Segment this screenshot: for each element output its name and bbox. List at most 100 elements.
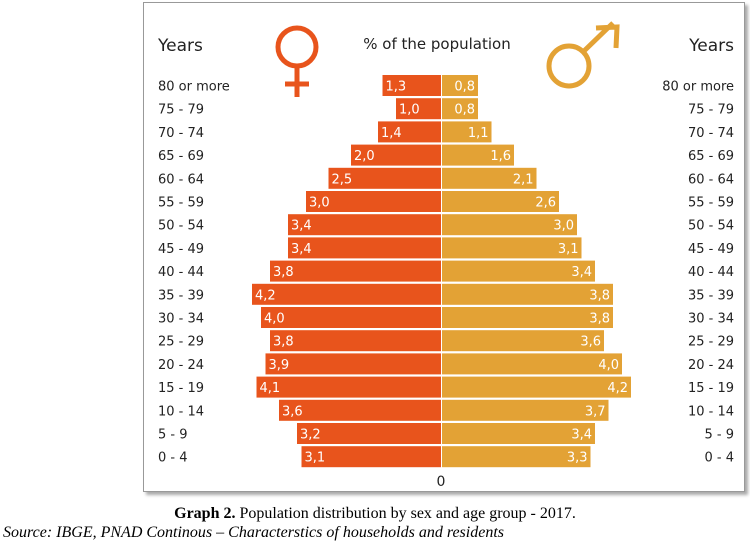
figure-caption: Graph 2. Population distribution by sex … [0,505,750,523]
header-years-right: Years [688,36,734,56]
chart-frame: Years % of the population Years 1,3 0,8 80… [143,2,745,492]
age-label-right-4: 60 - 64 [688,172,734,187]
female-value-label-3: 2,0 [354,149,375,164]
age-label-right-0: 80 or more [662,80,734,95]
male-value-label-8: 3,4 [571,265,592,280]
axis-zero-label: 0 [437,474,446,490]
age-label-right-5: 55 - 59 [688,196,734,211]
female-bar-3 [351,144,441,166]
age-label-right-9: 35 - 39 [688,288,734,303]
age-label-left-13: 15 - 19 [158,381,204,396]
male-bar-10 [442,307,613,328]
female-value-label-11: 3,8 [273,335,294,350]
male-value-label-5: 2,6 [535,196,556,211]
female-bar-6 [288,214,441,236]
age-label-right-3: 65 - 69 [688,149,734,164]
male-value-label-1: 0,8 [454,103,475,118]
male-value-label-16: 3,3 [567,451,588,466]
female-value-label-13: 4,1 [260,381,281,396]
male-bar-7 [442,237,582,259]
female-value-label-4: 2,5 [332,172,353,187]
age-label-left-11: 25 - 29 [158,335,204,350]
female-bar-9 [252,283,441,305]
female-value-label-7: 3,4 [291,242,312,257]
female-value-label-15: 3,2 [300,428,321,443]
age-label-right-10: 30 - 34 [688,312,734,327]
male-bar-4 [442,167,537,189]
age-label-left-4: 60 - 64 [158,172,204,187]
age-label-left-6: 50 - 54 [158,219,204,234]
age-label-left-0: 80 or more [158,80,230,95]
male-bar-5 [442,191,559,212]
age-label-right-12: 20 - 24 [688,358,734,373]
age-label-left-1: 75 - 79 [158,103,204,118]
female-bar-14 [279,399,441,421]
female-bar-15 [297,423,441,444]
male-bar-11 [442,330,604,352]
female-bar-4 [328,167,441,189]
male-bar-6 [442,214,577,236]
male-bar-14 [442,399,609,421]
female-value-label-5: 3,0 [309,196,330,211]
male-symbol-icon [546,21,620,89]
female-value-label-16: 3,1 [305,451,326,466]
male-value-label-10: 3,8 [589,312,610,327]
age-label-left-15: 5 - 9 [158,428,188,443]
female-value-label-10: 4,0 [264,312,285,327]
age-label-left-14: 10 - 14 [158,404,204,419]
female-bar-2 [378,121,441,143]
age-label-left-7: 45 - 49 [158,242,204,257]
male-value-label-3: 1,6 [490,149,511,164]
age-label-left-9: 35 - 39 [158,288,204,303]
female-value-label-8: 3,8 [273,265,294,280]
female-bar-0 [382,75,441,96]
female-symbol-icon [275,25,319,97]
age-label-right-2: 70 - 74 [688,126,734,141]
male-bar-15 [442,423,595,444]
male-value-label-12: 4,0 [598,358,619,373]
age-label-left-2: 70 - 74 [158,126,204,141]
caption-text: Population distribution by sex and age g… [235,505,576,522]
female-bar-13 [256,376,441,398]
female-value-label-6: 3,4 [291,219,312,234]
female-bar-12 [265,353,441,375]
male-bar-2 [442,121,492,143]
age-label-right-11: 25 - 29 [688,335,734,350]
source-note: Source: IBGE, PNAD Continous – Character… [3,524,504,541]
male-value-label-15: 3,4 [571,428,592,443]
male-value-label-14: 3,7 [585,404,606,419]
age-label-right-15: 5 - 9 [705,428,735,443]
female-bar-16 [301,446,441,468]
male-bar-12 [442,353,622,375]
female-value-label-1: 1,0 [399,103,420,118]
male-value-label-13: 4,2 [607,381,628,396]
age-label-right-16: 0 - 4 [705,451,735,466]
age-label-left-12: 20 - 24 [158,358,204,373]
age-label-left-10: 30 - 34 [158,312,204,327]
female-bar-10 [261,307,441,328]
female-value-label-12: 3,9 [269,358,290,373]
male-bar-3 [442,144,514,166]
female-value-label-2: 1,4 [381,126,402,141]
male-bar-13 [442,376,631,398]
male-bar-0 [442,75,478,96]
age-label-left-16: 0 - 4 [158,451,188,466]
age-label-right-8: 40 - 44 [688,265,734,280]
male-value-label-11: 3,6 [580,335,601,350]
age-label-right-14: 10 - 14 [688,404,734,419]
female-bar-5 [306,191,441,212]
male-value-label-6: 3,0 [553,219,574,234]
male-value-label-0: 0,8 [454,80,475,95]
female-value-label-14: 3,6 [282,404,303,419]
header-percent-population: % of the population [363,35,510,53]
age-label-left-5: 55 - 59 [158,196,204,211]
female-bar-1 [396,98,441,120]
male-bar-1 [442,98,478,120]
header-years-left: Years [157,36,203,56]
female-bar-7 [288,237,441,259]
female-bar-8 [270,260,441,282]
population-pyramid-chart: Years % of the population Years 1,3 0,8 80… [157,21,735,490]
female-bar-11 [270,330,441,352]
male-value-label-9: 3,8 [589,288,610,303]
female-value-label-9: 4,2 [255,288,276,303]
